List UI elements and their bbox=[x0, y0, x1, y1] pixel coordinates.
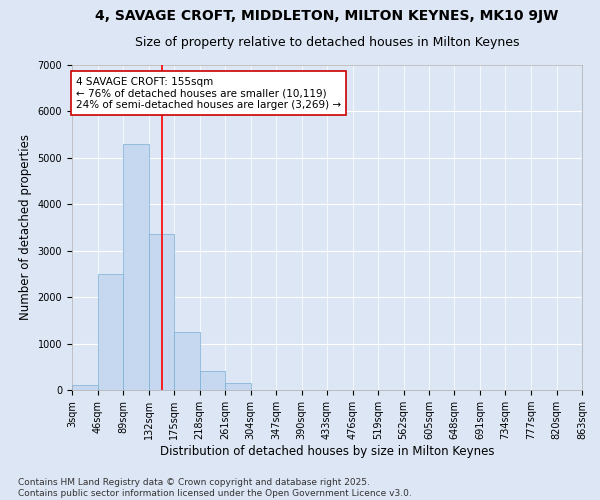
Text: 4 SAVAGE CROFT: 155sqm
← 76% of detached houses are smaller (10,119)
24% of semi: 4 SAVAGE CROFT: 155sqm ← 76% of detached… bbox=[76, 76, 341, 110]
Text: Size of property relative to detached houses in Milton Keynes: Size of property relative to detached ho… bbox=[135, 36, 519, 49]
Bar bbox=[123, 144, 149, 390]
Bar bbox=[72, 386, 97, 390]
X-axis label: Distribution of detached houses by size in Milton Keynes: Distribution of detached houses by size … bbox=[160, 445, 494, 458]
Bar bbox=[149, 234, 174, 390]
Bar bbox=[225, 383, 251, 390]
Bar bbox=[97, 274, 123, 390]
Y-axis label: Number of detached properties: Number of detached properties bbox=[19, 134, 32, 320]
Text: Contains HM Land Registry data © Crown copyright and database right 2025.
Contai: Contains HM Land Registry data © Crown c… bbox=[18, 478, 412, 498]
Bar bbox=[174, 332, 199, 390]
Text: 4, SAVAGE CROFT, MIDDLETON, MILTON KEYNES, MK10 9JW: 4, SAVAGE CROFT, MIDDLETON, MILTON KEYNE… bbox=[95, 9, 559, 23]
Bar bbox=[199, 370, 225, 390]
